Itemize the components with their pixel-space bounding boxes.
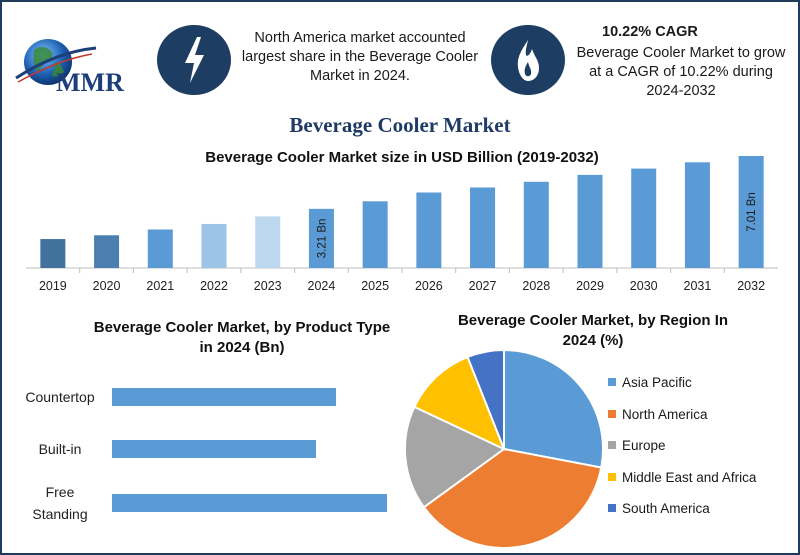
pie-slice: [466, 348, 505, 450]
x-tick-label: 2027: [469, 279, 497, 293]
pie-slice: [503, 348, 604, 469]
info-text-1-line: Market in 2024.: [310, 68, 410, 84]
bar: [416, 192, 442, 268]
bar: [362, 201, 388, 268]
legend-swatch: [608, 504, 616, 513]
market-size-bar-chart: 2019 2020 2021 2022 2023 2024 3.21 Bn 2025 2026 2…: [26, 156, 778, 293]
info-text-2-line: Beverage Cooler Market to grow: [576, 45, 786, 61]
x-tick-label: 2023: [254, 279, 282, 293]
hbar-category-label: Built-in: [39, 441, 82, 457]
bar: [255, 216, 281, 268]
globe-icon: [15, 39, 97, 85]
info-icon-circle-1: [157, 25, 231, 95]
main-title: Beverage Cooler Market: [289, 113, 511, 137]
legend-swatch: [608, 378, 616, 387]
legend-label: Europe: [622, 438, 666, 453]
bar: [40, 239, 66, 268]
info-text-1-line: North America market accounted: [254, 30, 466, 46]
legend-item: North America: [608, 406, 708, 424]
bar: [470, 187, 496, 268]
pie-slice: [413, 355, 506, 451]
x-tick-label: 2025: [361, 279, 389, 293]
logo-text: MMR: [56, 68, 124, 97]
legend-item: Asia Pacific: [608, 374, 692, 392]
x-tick-label: 2030: [630, 279, 658, 293]
region-chart-title: Beverage Cooler Market, by Region In 202…: [418, 311, 768, 351]
pie-slice: [422, 447, 603, 549]
legend-label: South America: [622, 501, 710, 516]
pie-slice: [404, 405, 506, 509]
cagr-title: 10.22% CAGR: [602, 24, 698, 40]
x-tick-label: 2031: [684, 279, 712, 293]
legend-swatch: [608, 441, 616, 450]
region-pie-chart: [404, 348, 604, 549]
x-tick-label: 2028: [522, 279, 550, 293]
region-title-line: Beverage Cooler Market, by Region In: [457, 312, 729, 329]
bar-data-label: 7.01 Bn: [746, 192, 758, 232]
hbar-category-label: Countertop: [25, 389, 94, 405]
hbar-category-label: Standing: [32, 506, 87, 522]
product-type-title-line: Beverage Cooler Market, by Product Type: [93, 319, 391, 336]
product-type-bar-chart: Countertop Built-in Free Standing: [25, 388, 387, 522]
legend-label: North America: [622, 406, 708, 422]
bar: [94, 235, 120, 268]
info-text-2-line: at a CAGR of 10.22% during: [589, 64, 773, 80]
region-title-line: 2024 (%): [562, 332, 624, 349]
bar: [308, 208, 334, 268]
bar: [631, 168, 657, 268]
bar: [577, 174, 603, 268]
x-tick-label: 2029: [576, 279, 604, 293]
legend-item: South America: [608, 500, 710, 518]
bar: [201, 223, 227, 268]
info-text-2-line: 2024-2032: [646, 83, 716, 99]
info-text-2: 10.22% CAGR Beverage Cooler Market to gr…: [566, 23, 796, 101]
legend-label: Asia Pacific: [622, 375, 692, 390]
bar: [738, 156, 764, 268]
legend-item: Middle East and Africa: [608, 469, 756, 487]
legend-label: Middle East and Africa: [622, 469, 757, 485]
x-tick-label: 2021: [146, 279, 174, 293]
info-text-1-line: largest share in the Beverage Cooler: [241, 49, 479, 65]
legend-swatch: [608, 472, 616, 481]
x-tick-label: 2032: [737, 279, 765, 293]
hbar: [112, 494, 387, 512]
hbar: [112, 388, 337, 406]
bar: [523, 181, 549, 268]
mmr-logo: MMR: [12, 32, 152, 102]
x-tick-label: 2020: [93, 279, 121, 293]
hbar-category-label: Free: [46, 484, 75, 500]
lightning-bolt-icon: [185, 37, 204, 83]
bar: [147, 229, 173, 268]
bar: [684, 162, 710, 268]
x-tick-label: 2022: [200, 279, 228, 293]
x-tick-label: 2019: [39, 279, 67, 293]
x-tick-label: 2026: [415, 279, 443, 293]
market-size-chart-title: Beverage Cooler Market size in USD Billi…: [205, 149, 599, 166]
x-tick-label: 2024: [308, 279, 336, 293]
bar-data-label: 3.21 Bn: [316, 219, 328, 259]
legend-item: Europe: [608, 437, 666, 455]
flame-icon: [517, 40, 539, 81]
info-icon-circle-2: [491, 25, 565, 95]
hbar: [112, 440, 316, 458]
info-text-1: North America market accounted largest s…: [234, 29, 486, 86]
legend-swatch: [608, 409, 616, 418]
product-type-chart-title: Beverage Cooler Market, by Product Type …: [62, 318, 422, 358]
product-type-title-line: in 2024 (Bn): [199, 339, 285, 356]
